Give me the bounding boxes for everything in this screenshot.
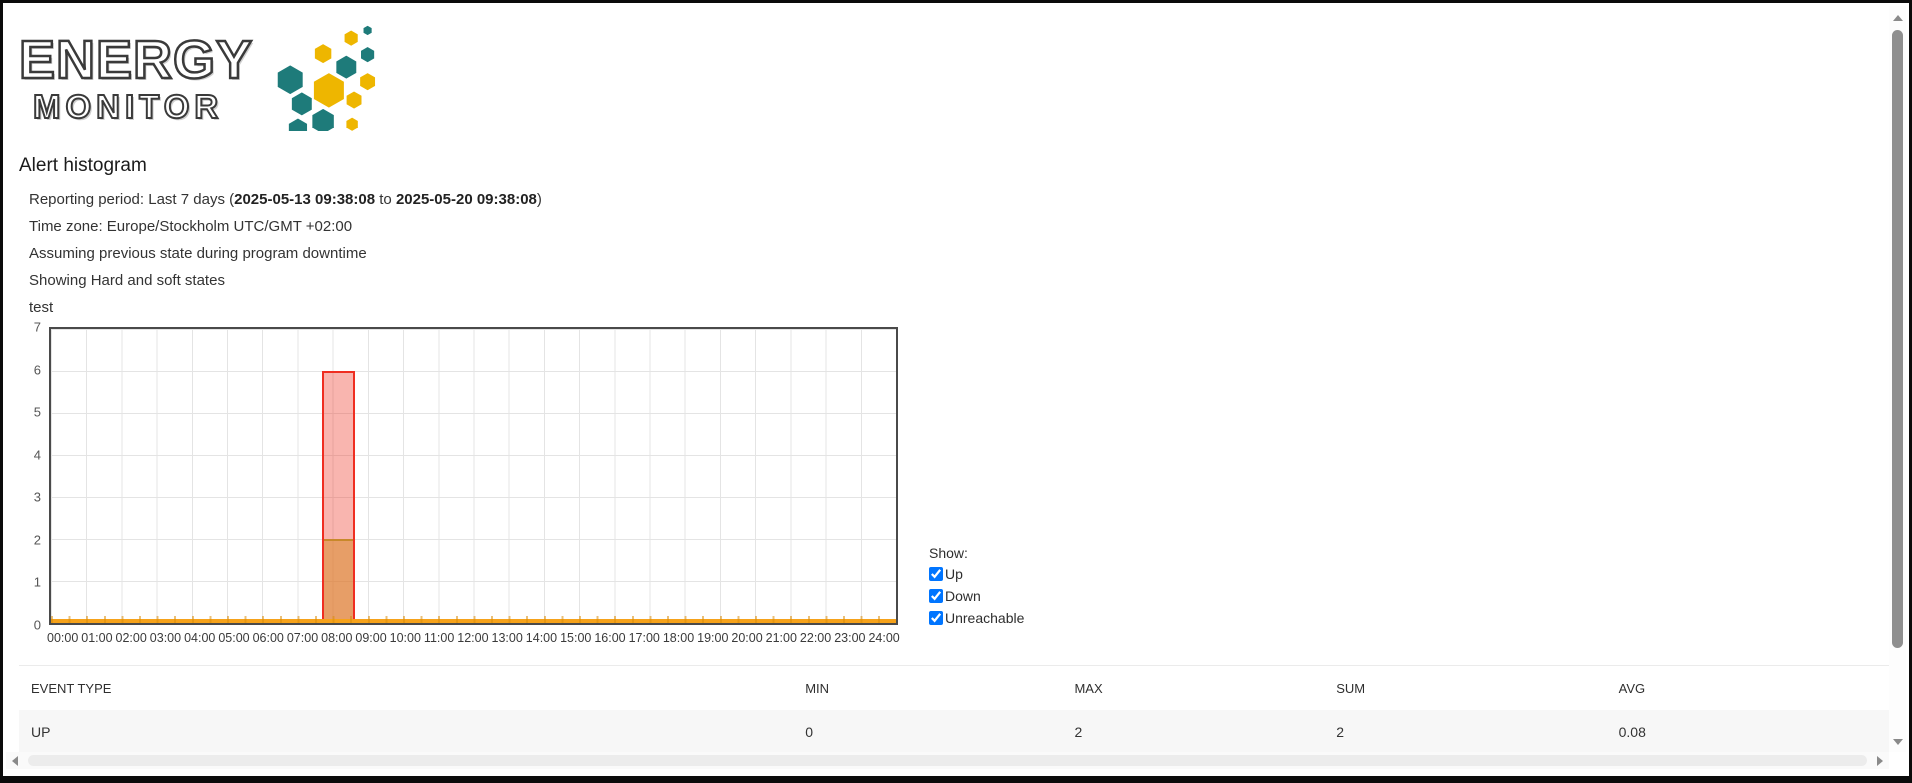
x-tick-label: 00:00: [47, 631, 79, 645]
scroll-right-icon[interactable]: [1877, 756, 1883, 766]
reporting-period-end: 2025-05-20 09:38:08: [395, 191, 537, 208]
scroll-up-icon[interactable]: [1893, 15, 1903, 21]
y-axis-ticks: 0 1 2 3 4 5 6 7: [19, 321, 49, 632]
legend-title: Show:: [929, 545, 968, 561]
logo-text: ENERGY MONITOR: [18, 13, 254, 127]
legend-item-down: Down: [929, 587, 1024, 605]
stats-table-container: EVENT TYPE MIN MAX SUM AVG UP 0 2 2 0.08: [19, 665, 1889, 752]
y-tick-label: 2: [33, 532, 41, 548]
report-content: ENERGY MONITOR: [3, 3, 1889, 752]
bar-up: [323, 539, 353, 623]
table-row: UP 0 2 2 0.08: [19, 710, 1889, 752]
y-tick-label: 6: [33, 362, 41, 378]
column-header-min: MIN: [805, 681, 830, 696]
checkbox-up[interactable]: [929, 567, 943, 581]
hexagon-cluster-icon: [275, 23, 378, 131]
x-tick-label: 20:00: [731, 631, 763, 645]
baseline-ticks: [51, 616, 896, 623]
legend-label: Up: [945, 566, 963, 582]
reporting-period-suffix: ): [536, 191, 542, 208]
scroll-left-icon[interactable]: [12, 756, 18, 766]
table-cell: 0: [805, 724, 813, 740]
horizontal-scrollbar[interactable]: [6, 752, 1889, 769]
table-cell: 2: [1074, 724, 1083, 740]
x-tick-label: 22:00: [799, 631, 832, 645]
column-header-avg: AVG: [1618, 681, 1646, 696]
report-info: Reporting period: Last 7 days (2025-05-1…: [29, 192, 1889, 315]
x-tick-label: 06:00: [252, 631, 284, 645]
logo-word-monitor: MONITOR: [32, 87, 224, 126]
horizontal-scrollbar-thumb[interactable]: [28, 755, 1867, 766]
plot-area: [49, 327, 898, 625]
y-tick-label: 1: [33, 574, 41, 590]
x-tick-label: 17:00: [628, 631, 660, 645]
object-name: test: [29, 299, 54, 316]
scroll-down-icon[interactable]: [1893, 739, 1903, 745]
column-header-sum: SUM: [1336, 681, 1366, 696]
downtime-assumption-line: Assuming previous state during program d…: [29, 245, 367, 262]
y-tick-label: 0: [33, 617, 41, 633]
table-cell: 2: [1336, 724, 1345, 740]
column-header-max: MAX: [1074, 681, 1103, 696]
reporting-period-joiner: to: [375, 191, 396, 208]
table-cell: 0.08: [1618, 724, 1646, 740]
column-header-event-type: EVENT TYPE: [31, 681, 112, 696]
x-tick-label: 23:00: [834, 631, 866, 645]
checkbox-down[interactable]: [929, 589, 943, 603]
x-tick-label: 19:00: [697, 631, 729, 645]
x-tick-label: 10:00: [389, 631, 421, 645]
y-tick-label: 5: [33, 404, 41, 420]
x-tick-label: 18:00: [662, 631, 695, 645]
x-tick-label: 21:00: [765, 631, 797, 645]
x-tick-label: 04:00: [184, 631, 216, 645]
x-tick-label: 24:00: [868, 631, 900, 645]
reporting-period-prefix: Reporting period: Last 7 days (: [29, 191, 235, 208]
table-cell: UP: [31, 724, 51, 740]
logo-word-energy: ENERGY: [18, 30, 254, 90]
x-tick-label: 11:00: [423, 631, 455, 645]
legend-label: Unreachable: [945, 610, 1025, 626]
stats-body: UP 0 2 2 0.08: [19, 710, 1889, 752]
y-tick-label: 3: [33, 489, 41, 505]
app-logo: ENERGY MONITOR: [18, 13, 1889, 133]
x-tick-label: 13:00: [491, 631, 523, 645]
vertical-scrollbar-thumb[interactable]: [1892, 30, 1903, 648]
timezone-line: Time zone: Europe/Stockholm UTC/GMT +02:…: [29, 218, 353, 235]
x-tick-label: 02:00: [115, 631, 147, 645]
y-tick-label: 4: [33, 447, 41, 463]
legend-label: Down: [945, 588, 981, 604]
reporting-period-start: 2025-05-13 09:38:08: [234, 191, 376, 208]
series-legend: Show: Up Down Unreachable: [929, 545, 1024, 631]
reporting-period-line: Reporting period: Last 7 days (2025-05-1…: [29, 192, 1889, 207]
legend-items: Up Down Unreachable: [929, 565, 1024, 627]
x-axis-ticks: 00:00 01:00 02:00 03:00 04:00 05:00 06:00 07:00…: [47, 631, 900, 645]
x-tick-label: 12:00: [457, 631, 489, 645]
x-tick-label: 15:00: [560, 631, 592, 645]
vertical-scrollbar[interactable]: [1889, 6, 1906, 752]
x-tick-label: 07:00: [286, 631, 319, 645]
x-tick-label: 14:00: [525, 631, 558, 645]
states-shown-line: Showing Hard and soft states: [29, 272, 225, 289]
scrollbar-corner: [1889, 752, 1906, 769]
y-tick-label: 7: [33, 319, 41, 335]
x-tick-label: 05:00: [218, 631, 250, 645]
stats-header-row: EVENT TYPE MIN MAX SUM AVG: [19, 666, 1889, 710]
legend-item-up: Up: [929, 565, 1024, 583]
legend-item-unreachable: Unreachable: [929, 609, 1024, 627]
x-tick-label: 03:00: [149, 631, 182, 645]
x-tick-label: 09:00: [355, 631, 387, 645]
page-title: Alert histogram: [19, 155, 147, 176]
x-tick-label: 08:00: [321, 631, 353, 645]
x-tick-label: 16:00: [594, 631, 626, 645]
stats-table: EVENT TYPE MIN MAX SUM AVG UP 0 2 2 0.08: [19, 666, 1889, 752]
x-tick-label: 01:00: [81, 631, 113, 645]
checkbox-unreachable[interactable]: [929, 611, 943, 625]
